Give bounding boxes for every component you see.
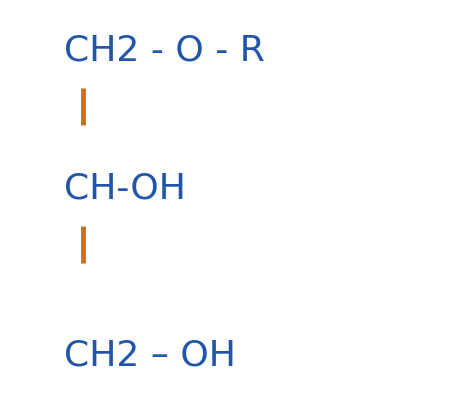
- Text: CH-OH: CH-OH: [64, 171, 186, 205]
- Text: CH2 - O - R: CH2 - O - R: [64, 33, 265, 67]
- Text: CH2 – OH: CH2 – OH: [64, 338, 236, 372]
